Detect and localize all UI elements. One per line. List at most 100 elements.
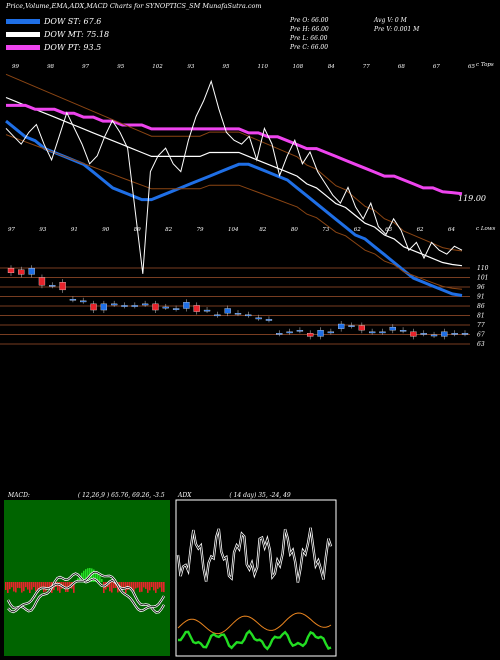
- level-label: 81: [477, 313, 485, 320]
- candle: [214, 314, 221, 317]
- legend-dow-st: DOW ST: 67.6: [6, 17, 101, 26]
- macd-histogram-bar: [15, 582, 17, 593]
- top-number: 68: [398, 64, 405, 70]
- macd-values: ( 12,26,9 ) 65.76, 69.26, -3.5: [77, 492, 165, 499]
- macd-histogram-bar: [87, 568, 89, 582]
- candle: [296, 330, 304, 332]
- candle: [317, 330, 324, 337]
- top-number: 95: [117, 64, 124, 70]
- low-number: 97: [8, 227, 15, 233]
- candle: [234, 312, 242, 315]
- candle: [348, 325, 355, 327]
- adx-line-inner: [177, 527, 332, 583]
- macd-histogram-bar: [23, 582, 25, 592]
- chart-title: Price,Volume,EMA,ADX,MACD Charts for SYN…: [6, 2, 262, 10]
- candle: [131, 305, 138, 307]
- macd-histogram-bar: [41, 582, 43, 588]
- macd-histogram-bar: [27, 582, 29, 590]
- legend-label-st: DOW ST: 67.6: [44, 17, 102, 26]
- low-number: 91: [71, 227, 78, 233]
- macd-histogram-bar: [161, 582, 163, 592]
- macd-histogram-bar: [35, 582, 37, 592]
- candle: [7, 268, 15, 274]
- ema-band-line: [5, 134, 463, 290]
- macd-histogram-bar: [115, 582, 117, 588]
- legend-dow-pt: DOW PT: 93.5: [6, 43, 101, 52]
- macd-histogram-bar: [79, 575, 81, 582]
- candle: [410, 331, 417, 337]
- macd-histogram-bar: [153, 582, 155, 591]
- candle: [69, 299, 77, 301]
- low-number: 90: [102, 227, 109, 233]
- candle: [100, 303, 108, 311]
- macd-histogram-bar: [13, 582, 15, 592]
- adx-minus-di-line: [177, 612, 332, 635]
- macd-histogram-bar: [155, 582, 157, 593]
- candle: [111, 303, 118, 306]
- legend-dow-mt: DOW MT: 75.18: [6, 30, 109, 39]
- macd-histogram-bar: [95, 571, 97, 582]
- top-number: 108: [293, 64, 304, 70]
- legend-swatch-st: [6, 19, 40, 24]
- macd-histogram-bar: [63, 582, 65, 588]
- macd-histogram-bar: [31, 582, 33, 590]
- macd-histogram-bar: [17, 582, 19, 588]
- macd-histogram-bar: [135, 582, 137, 589]
- candle: [441, 331, 448, 337]
- macd-histogram-bar: [49, 582, 51, 590]
- candle: [307, 333, 314, 337]
- macd-histogram-bar: [5, 582, 7, 590]
- macd-histogram-bar: [133, 582, 135, 593]
- macd-histogram-bar: [151, 582, 153, 588]
- macd-histogram-bar: [145, 582, 147, 589]
- macd-histogram-bar: [73, 582, 75, 593]
- macd-title: MACD: ( 12,26,9 ) 65.76, 69.26, -3.5: [8, 492, 165, 499]
- ohlc-high: Pre H: 66.00: [290, 26, 329, 33]
- macd-line-inner: [7, 573, 165, 613]
- macd-histogram-bar: [141, 582, 143, 592]
- ohlc-prev-volume: Pre V: 0.001 M: [374, 26, 420, 33]
- candle: [276, 333, 283, 335]
- level-label: 63: [477, 341, 485, 348]
- series-line-1: [5, 96, 463, 267]
- macd-histogram-bar: [121, 582, 123, 588]
- candle: [203, 309, 211, 312]
- low-number: 93: [39, 227, 46, 233]
- top-number: 97: [82, 64, 89, 70]
- candle: [59, 281, 66, 291]
- top-number: 98: [47, 64, 54, 70]
- candle: [265, 319, 273, 321]
- macd-histogram-bar: [93, 569, 95, 582]
- ohlc-low: Pre L: 66.00: [290, 35, 328, 42]
- ohlc-avg-volume: Avg V: 0 M: [374, 17, 407, 24]
- close-price-line: [5, 79, 463, 274]
- low-number: 104: [228, 227, 239, 233]
- top-number: 77: [363, 64, 370, 70]
- candle: [389, 326, 396, 331]
- candle: [121, 305, 128, 307]
- adx-title: ADX ( 14 day) 35, -24, 49: [178, 492, 291, 499]
- candle: [451, 333, 458, 335]
- macd-histogram-bar: [33, 582, 35, 588]
- candle: [18, 269, 25, 275]
- candle: [327, 331, 335, 334]
- macd-histogram-bar: [123, 582, 125, 590]
- macd-histogram-bar: [11, 582, 13, 588]
- low-number: 63: [385, 227, 392, 233]
- ema-band-line: [5, 73, 463, 252]
- macd-histogram-bar: [83, 570, 85, 582]
- candle: [80, 300, 87, 303]
- candle: [430, 334, 438, 337]
- macd-histogram-bar: [157, 582, 159, 589]
- macd-histogram-bar: [99, 576, 101, 582]
- candle: [338, 323, 345, 329]
- level-label: 96: [477, 284, 485, 291]
- top-number: 65: [468, 64, 475, 70]
- macd-histogram-bar: [21, 582, 23, 593]
- candle: [193, 305, 200, 312]
- macd-signal-inner: [7, 571, 165, 613]
- top-number: 67: [433, 64, 440, 70]
- top-number: 93: [187, 64, 194, 70]
- candle: [141, 303, 149, 306]
